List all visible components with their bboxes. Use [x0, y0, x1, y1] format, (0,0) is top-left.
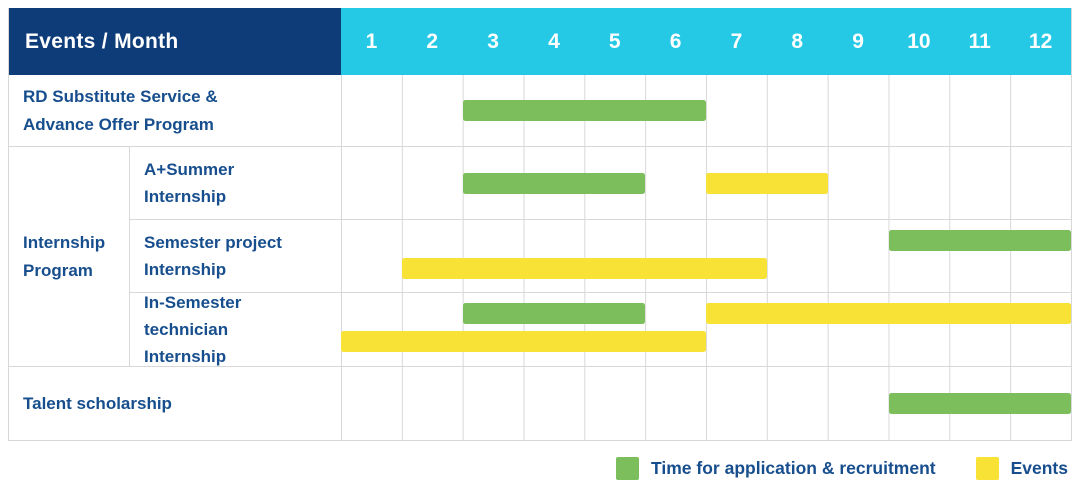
month-label: 5 — [608, 29, 621, 53]
gantt-track — [341, 75, 1071, 146]
month-label: 12 — [1028, 29, 1053, 53]
legend-label: Events — [1010, 458, 1068, 478]
month-label: 3 — [487, 29, 499, 53]
month-label: 11 — [968, 29, 991, 53]
month-label: 1 — [365, 29, 378, 53]
row-label-a-plus-summer: A+Summer Internship — [129, 147, 341, 220]
yellow-gantt-bar — [706, 172, 828, 194]
green-gantt-bar — [462, 303, 646, 324]
gantt-track — [341, 293, 1071, 366]
gantt-track — [341, 220, 1071, 293]
yellow-gantt-bar — [401, 258, 767, 279]
row-label-rd-substitute: RD Substitute Service & Advance Offer Pr… — [23, 87, 218, 134]
month-label: 6 — [669, 29, 682, 53]
legend-label: Time for application & recruitment — [651, 458, 936, 478]
green-gantt-bar — [888, 230, 1071, 251]
month-label: 9 — [852, 29, 864, 53]
month-label: 10 — [907, 29, 931, 53]
legend: Time for application & recruitment Event… — [8, 457, 1072, 480]
month-label: 2 — [426, 29, 439, 53]
gantt-track — [341, 147, 1071, 220]
month-label: 8 — [791, 29, 804, 53]
green-gantt-bar — [462, 172, 646, 194]
yellow-gantt-bar — [706, 303, 1071, 324]
events-gantt-table: Events / Month 1 2 3 4 5 6 7 8 9 10 11 1… — [8, 8, 1072, 441]
yellow-swatch-icon — [975, 457, 999, 480]
internship-program-group: Internship Program A+Summer Internship S… — [9, 147, 1071, 367]
legend-item-events: Events — [975, 457, 1068, 480]
row-label-semester-project: Semester project Internship — [129, 220, 341, 293]
legend-item-application-recruitment: Time for application & recruitment — [616, 457, 936, 480]
month-label: 4 — [548, 29, 560, 53]
green-gantt-bar — [462, 100, 706, 121]
green-gantt-bar — [888, 393, 1071, 414]
month-header-strip: 1 2 3 4 5 6 7 8 9 10 11 12 — [341, 8, 1071, 75]
yellow-gantt-bar — [341, 331, 706, 352]
header-title: Events / Month — [9, 8, 341, 75]
green-swatch-icon — [616, 457, 640, 480]
row-label-talent-scholarship: Talent scholarship — [23, 393, 172, 413]
table-row: RD Substitute Service & Advance Offer Pr… — [9, 75, 1071, 147]
table-header-row: Events / Month 1 2 3 4 5 6 7 8 9 10 11 1… — [9, 8, 1071, 75]
group-label-internship-program: Internship Program — [23, 233, 106, 280]
table-row: Talent scholarship — [9, 367, 1071, 440]
gantt-track — [341, 367, 1071, 440]
month-label: 7 — [730, 29, 743, 53]
row-label-in-semester-technician: In-Semester technician Internship — [129, 293, 341, 366]
